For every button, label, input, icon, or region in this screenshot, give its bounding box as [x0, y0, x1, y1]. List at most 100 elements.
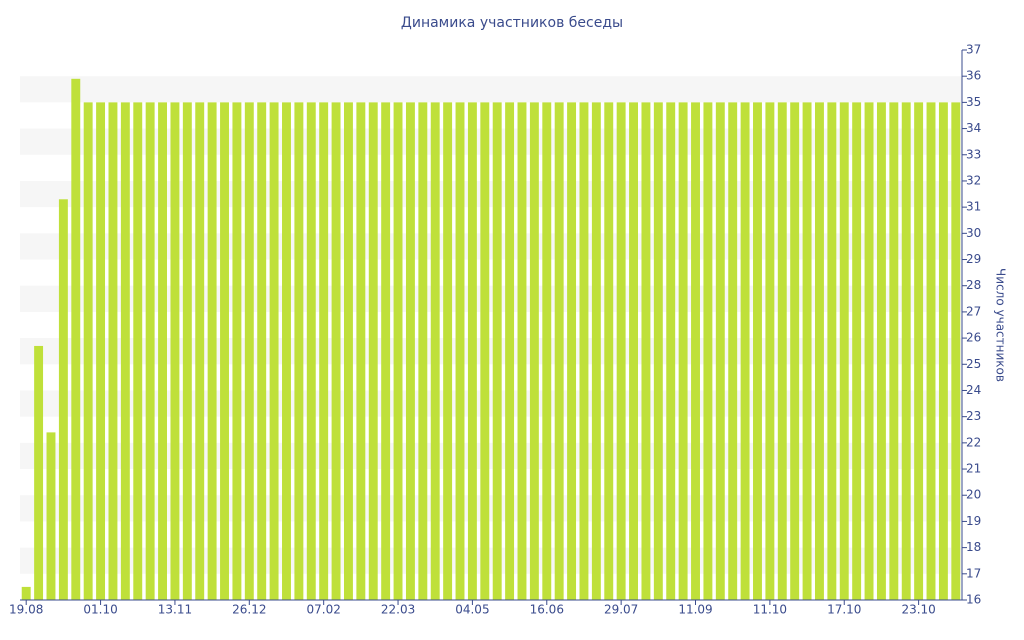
y-tick-label: 28: [966, 278, 981, 292]
bar: [182, 102, 192, 600]
bar: [914, 102, 924, 600]
bar: [926, 102, 936, 600]
bar: [170, 102, 180, 600]
y-tick-label: 19: [966, 514, 981, 528]
bar: [480, 102, 490, 600]
bar: [740, 102, 750, 600]
bar: [244, 102, 254, 600]
bar: [728, 102, 738, 600]
bar: [901, 102, 911, 600]
x-tick-label: 13.11: [158, 603, 192, 617]
y-tick-label: 29: [966, 252, 981, 266]
y-tick-label: 35: [966, 95, 981, 109]
bar: [889, 102, 899, 600]
bar: [951, 102, 961, 600]
bar: [430, 102, 440, 600]
bar: [765, 102, 775, 600]
bar: [604, 102, 614, 600]
x-tick-label: 23.10: [901, 603, 935, 617]
bar: [777, 102, 787, 600]
bar: [306, 102, 316, 600]
bar: [220, 102, 229, 600]
bar: [71, 78, 81, 601]
bar: [145, 102, 155, 600]
bar: [641, 102, 651, 600]
bar: [21, 586, 31, 600]
bar: [703, 102, 713, 600]
bar: [666, 102, 676, 600]
x-tick-label: 11.09: [678, 603, 712, 617]
x-tick-label: 19.08: [9, 603, 43, 617]
x-tick-label: 22.03: [381, 603, 415, 617]
bar: [96, 102, 106, 600]
y-tick-label: 17: [966, 566, 981, 580]
y-tick-label: 36: [966, 69, 981, 83]
bar: [356, 102, 366, 600]
y-tick-label: 16: [966, 593, 981, 607]
x-tick-label: 04.05: [455, 603, 489, 617]
bar: [232, 102, 242, 600]
y-tick-label: 34: [966, 121, 981, 135]
bar: [343, 102, 353, 600]
y-tick-label: 22: [966, 435, 981, 449]
bar: [691, 102, 700, 600]
x-tick-label: 16.06: [530, 603, 564, 617]
x-tick-label: 11.10: [753, 603, 787, 617]
bar: [405, 102, 415, 600]
y-tick-label: 37: [966, 43, 981, 57]
y-tick-label: 33: [966, 147, 981, 161]
bar: [567, 102, 577, 600]
bar: [381, 102, 391, 600]
bar: [715, 102, 725, 600]
grid-band: [20, 76, 962, 103]
bar: [393, 102, 403, 600]
bar: [492, 102, 502, 600]
bar: [852, 102, 862, 600]
bar: [517, 102, 527, 600]
bar: [158, 102, 168, 600]
x-tick-label: 01.10: [83, 603, 117, 617]
bar: [827, 102, 837, 600]
bar: [282, 102, 291, 600]
y-tick-label: 18: [966, 540, 981, 554]
x-tick-label: 17.10: [827, 603, 861, 617]
bar: [467, 102, 477, 600]
y-tick-label: 27: [966, 304, 981, 318]
y-tick-label: 24: [966, 383, 981, 397]
bar: [864, 102, 874, 600]
bar: [120, 102, 130, 600]
bar: [368, 102, 378, 600]
y-tick-label: 21: [966, 462, 981, 476]
x-tick-label: 26.12: [232, 603, 266, 617]
y-tick-label: 26: [966, 331, 981, 345]
y-tick-label: 31: [966, 200, 981, 214]
bar: [591, 102, 601, 600]
bar: [294, 102, 304, 600]
bar: [418, 102, 428, 600]
bar: [790, 102, 800, 600]
bar: [616, 102, 626, 600]
bar: [938, 102, 948, 600]
bar: [653, 102, 663, 600]
bar: [319, 102, 329, 600]
bar: [133, 102, 143, 600]
bar: [257, 102, 267, 600]
bar: [814, 102, 824, 600]
bar: [579, 102, 589, 600]
y-tick-label: 30: [966, 226, 981, 240]
bar: [529, 102, 539, 600]
x-tick-label: 29.07: [604, 603, 638, 617]
bar: [629, 102, 639, 600]
bar: [876, 102, 886, 600]
y-tick-label: 23: [966, 409, 981, 423]
bar: [542, 102, 552, 600]
bar: [443, 102, 453, 600]
x-tick-label: 07.02: [306, 603, 340, 617]
bar: [678, 102, 688, 600]
bar: [269, 102, 279, 600]
bar: [207, 102, 217, 600]
y-axis-label: Число участников: [994, 268, 1008, 382]
y-tick-label: 25: [966, 357, 981, 371]
bar: [46, 432, 56, 600]
bar: [34, 345, 44, 600]
